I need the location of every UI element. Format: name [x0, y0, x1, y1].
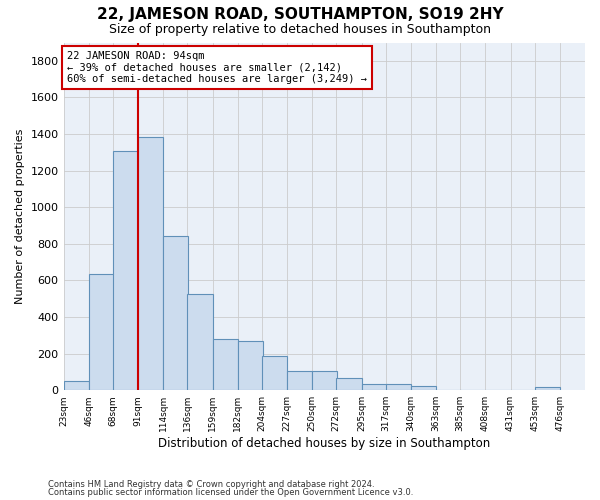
Bar: [64, 381, 89, 390]
Bar: [89, 274, 114, 390]
Bar: [362, 384, 387, 390]
Text: Contains public sector information licensed under the Open Government Licence v3: Contains public sector information licen…: [48, 488, 413, 497]
Bar: [312, 371, 337, 390]
Bar: [287, 371, 312, 390]
Bar: [337, 378, 362, 390]
Bar: [163, 236, 188, 390]
Bar: [238, 341, 263, 390]
Bar: [262, 356, 287, 390]
Bar: [535, 388, 560, 390]
Text: Contains HM Land Registry data © Crown copyright and database right 2024.: Contains HM Land Registry data © Crown c…: [48, 480, 374, 489]
Text: 22 JAMESON ROAD: 94sqm
← 39% of detached houses are smaller (2,142)
60% of semi-: 22 JAMESON ROAD: 94sqm ← 39% of detached…: [67, 50, 367, 84]
Bar: [138, 136, 163, 390]
X-axis label: Distribution of detached houses by size in Southampton: Distribution of detached houses by size …: [158, 437, 490, 450]
Bar: [212, 339, 238, 390]
Text: 22, JAMESON ROAD, SOUTHAMPTON, SO19 2HY: 22, JAMESON ROAD, SOUTHAMPTON, SO19 2HY: [97, 8, 503, 22]
Bar: [411, 386, 436, 390]
Y-axis label: Number of detached properties: Number of detached properties: [15, 128, 25, 304]
Text: Size of property relative to detached houses in Southampton: Size of property relative to detached ho…: [109, 22, 491, 36]
Bar: [386, 384, 411, 390]
Bar: [113, 152, 138, 390]
Bar: [187, 294, 212, 390]
